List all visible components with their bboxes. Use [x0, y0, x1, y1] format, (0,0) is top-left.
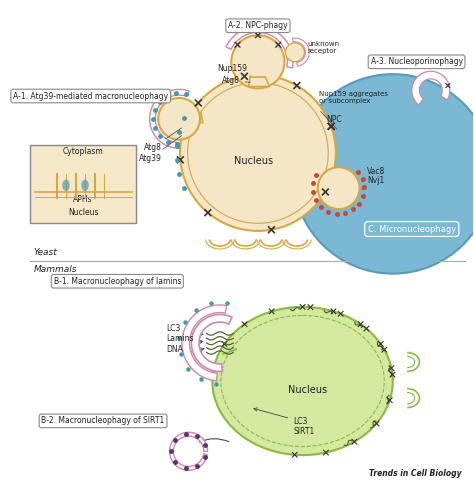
Text: Vac8: Vac8	[367, 167, 385, 176]
Text: Nucleus: Nucleus	[288, 385, 327, 395]
Circle shape	[158, 98, 200, 140]
Polygon shape	[331, 179, 344, 191]
Text: Mammals: Mammals	[34, 265, 77, 274]
Circle shape	[293, 74, 474, 274]
Text: Nucleus: Nucleus	[234, 156, 273, 166]
Polygon shape	[182, 305, 227, 381]
Polygon shape	[292, 38, 309, 66]
Polygon shape	[412, 71, 450, 105]
Text: LC3: LC3	[167, 324, 181, 333]
Text: Yeast: Yeast	[34, 248, 57, 257]
Text: A-3. Nucleoporinophagy: A-3. Nucleoporinophagy	[371, 58, 463, 66]
Text: Atg8: Atg8	[144, 128, 182, 152]
Text: Nucleus: Nucleus	[68, 208, 99, 217]
Text: A-2. NPC-phagy: A-2. NPC-phagy	[228, 21, 288, 30]
Text: B-1. Macronucleophagy of lamins: B-1. Macronucleophagy of lamins	[54, 277, 181, 286]
Polygon shape	[191, 113, 203, 123]
Text: Cytoplasm: Cytoplasm	[63, 147, 103, 156]
FancyBboxPatch shape	[30, 145, 137, 223]
Text: DNA: DNA	[167, 345, 183, 354]
Text: NPC: NPC	[326, 115, 342, 124]
Text: Atg39: Atg39	[139, 135, 182, 163]
Polygon shape	[191, 314, 232, 372]
Text: APHs: APHs	[73, 195, 93, 204]
Polygon shape	[226, 27, 293, 68]
Text: unknown
receptor: unknown receptor	[307, 41, 339, 54]
Text: A-1. Atg39-mediated macronucleophagy: A-1. Atg39-mediated macronucleophagy	[13, 91, 168, 101]
Ellipse shape	[212, 307, 393, 455]
Polygon shape	[170, 433, 208, 470]
Text: SIRT1: SIRT1	[293, 427, 314, 436]
Polygon shape	[150, 89, 189, 148]
Text: Nup159: Nup159	[217, 64, 250, 76]
Text: Atg8: Atg8	[222, 76, 250, 85]
Text: LC3: LC3	[254, 408, 308, 426]
Text: Trends in Cell Biology: Trends in Cell Biology	[369, 469, 461, 478]
Circle shape	[285, 43, 304, 62]
Text: B-2. Macronucleophagy of SIRT1: B-2. Macronucleophagy of SIRT1	[41, 417, 164, 426]
Circle shape	[231, 35, 284, 88]
Ellipse shape	[81, 180, 89, 191]
Ellipse shape	[62, 180, 70, 191]
Circle shape	[318, 167, 360, 209]
Polygon shape	[248, 77, 269, 86]
Text: C. Micronucleophagy: C. Micronucleophagy	[368, 225, 456, 234]
Text: Lamins: Lamins	[167, 334, 194, 343]
Text: Nup159 aggregates
or subcomplex: Nup159 aggregates or subcomplex	[319, 91, 388, 104]
Circle shape	[180, 75, 336, 231]
Text: Nvj1: Nvj1	[367, 177, 384, 186]
